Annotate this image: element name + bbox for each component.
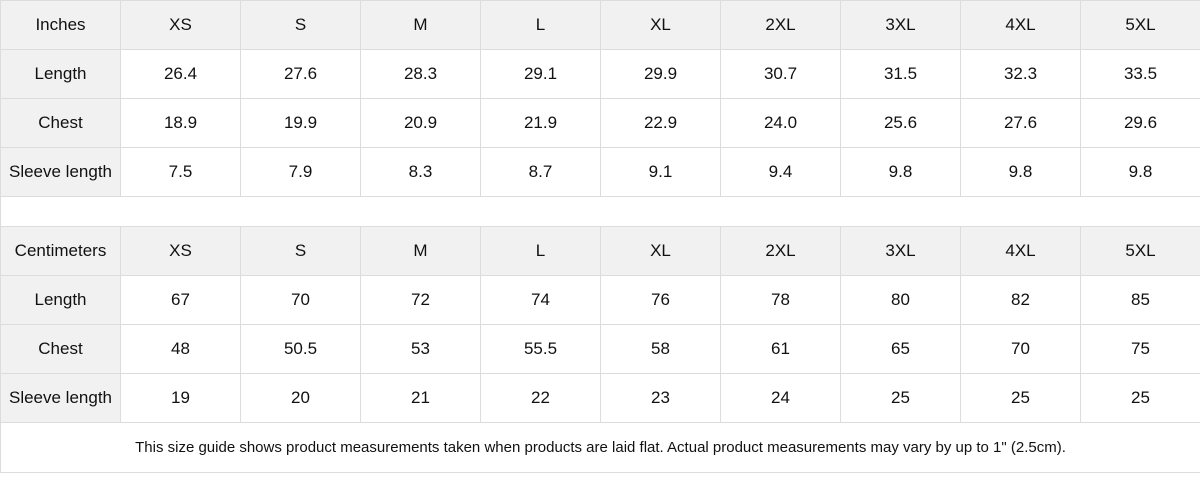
measurement-value: 48 (120, 324, 241, 374)
table-row: Length 67 70 72 74 76 78 80 82 85 (0, 275, 1200, 325)
measurement-value: 70 (240, 275, 361, 325)
measurement-value: 30.7 (720, 49, 841, 99)
measurement-label: Chest (0, 98, 121, 148)
footnote: This size guide shows product measuremen… (0, 422, 1200, 473)
measurement-value: 61 (720, 324, 841, 374)
measurement-value: 7.5 (120, 147, 241, 197)
measurement-value: 25 (1080, 373, 1200, 423)
measurement-value: 50.5 (240, 324, 361, 374)
measurement-value: 26.4 (120, 49, 241, 99)
measurement-value: 19 (120, 373, 241, 423)
size-header: XL (600, 0, 721, 50)
measurement-value: 8.7 (480, 147, 601, 197)
measurement-value: 58 (600, 324, 721, 374)
measurement-value: 25 (840, 373, 961, 423)
measurement-value: 74 (480, 275, 601, 325)
measurement-value: 29.9 (600, 49, 721, 99)
size-header: S (240, 226, 361, 276)
measurement-value: 29.6 (1080, 98, 1200, 148)
measurement-value: 82 (960, 275, 1081, 325)
measurement-value: 7.9 (240, 147, 361, 197)
measurement-value: 25.6 (840, 98, 961, 148)
size-header: XL (600, 226, 721, 276)
size-header: M (360, 0, 481, 50)
measurement-value: 20 (240, 373, 361, 423)
table-row: Sleeve length 19 20 21 22 23 24 25 25 25 (0, 373, 1200, 423)
measurement-value: 18.9 (120, 98, 241, 148)
measurement-label: Length (0, 49, 121, 99)
measurement-value: 28.3 (360, 49, 481, 99)
spacer-row (0, 196, 1200, 227)
measurement-value: 25 (960, 373, 1081, 423)
measurement-value: 21 (360, 373, 481, 423)
measurement-value: 9.8 (840, 147, 961, 197)
measurement-value: 8.3 (360, 147, 481, 197)
inches-header-row: Inches XS S M L XL 2XL 3XL 4XL 5XL (0, 0, 1200, 50)
measurement-value: 85 (1080, 275, 1200, 325)
table-row: Sleeve length 7.5 7.9 8.3 8.7 9.1 9.4 9.8 9.8 9.8 (0, 147, 1200, 197)
size-header: 3XL (840, 0, 961, 50)
size-header: XS (120, 0, 241, 50)
size-header: 5XL (1080, 226, 1200, 276)
measurement-label: Sleeve length (0, 147, 121, 197)
measurement-value: 9.8 (960, 147, 1081, 197)
size-header: S (240, 0, 361, 50)
size-header: 2XL (720, 0, 841, 50)
measurement-value: 32.3 (960, 49, 1081, 99)
size-header: L (480, 226, 601, 276)
measurement-value: 24.0 (720, 98, 841, 148)
size-header: 3XL (840, 226, 961, 276)
measurement-value: 20.9 (360, 98, 481, 148)
measurement-value: 9.4 (720, 147, 841, 197)
table-row: Chest 48 50.5 53 55.5 58 61 65 70 75 (0, 324, 1200, 374)
measurement-value: 21.9 (480, 98, 601, 148)
measurement-value: 9.8 (1080, 147, 1200, 197)
size-header: 4XL (960, 0, 1081, 50)
measurement-value: 67 (120, 275, 241, 325)
size-header: 2XL (720, 226, 841, 276)
inches-unit-label: Inches (0, 0, 121, 50)
measurement-label: Chest (0, 324, 121, 374)
size-header: M (360, 226, 481, 276)
measurement-value: 65 (840, 324, 961, 374)
centimeters-unit-label: Centimeters (0, 226, 121, 276)
table-row: Chest 18.9 19.9 20.9 21.9 22.9 24.0 25.6 27.6 29.… (0, 98, 1200, 148)
size-header: XS (120, 226, 241, 276)
measurement-value: 31.5 (840, 49, 961, 99)
measurement-value: 75 (1080, 324, 1200, 374)
measurement-value: 23 (600, 373, 721, 423)
measurement-value: 55.5 (480, 324, 601, 374)
measurement-value: 9.1 (600, 147, 721, 197)
size-header: 4XL (960, 226, 1081, 276)
centimeters-header-row: Centimeters XS S M L XL 2XL 3XL 4XL 5XL (0, 226, 1200, 276)
measurement-value: 22 (480, 373, 601, 423)
size-header: 5XL (1080, 0, 1200, 50)
measurement-value: 27.6 (960, 98, 1081, 148)
measurement-value: 78 (720, 275, 841, 325)
measurement-label: Sleeve length (0, 373, 121, 423)
measurement-value: 19.9 (240, 98, 361, 148)
measurement-value: 70 (960, 324, 1081, 374)
measurement-value: 22.9 (600, 98, 721, 148)
footnote-row: This size guide shows product measuremen… (0, 422, 1200, 473)
measurement-value: 24 (720, 373, 841, 423)
measurement-value: 33.5 (1080, 49, 1200, 99)
measurement-value: 72 (360, 275, 481, 325)
measurement-value: 29.1 (480, 49, 601, 99)
measurement-value: 53 (360, 324, 481, 374)
table-row: Length 26.4 27.6 28.3 29.1 29.9 30.7 31.5 32.3 33… (0, 49, 1200, 99)
measurement-value: 76 (600, 275, 721, 325)
spacer-cell (0, 196, 1200, 227)
size-header: L (480, 0, 601, 50)
measurement-value: 80 (840, 275, 961, 325)
measurement-label: Length (0, 275, 121, 325)
measurement-value: 27.6 (240, 49, 361, 99)
